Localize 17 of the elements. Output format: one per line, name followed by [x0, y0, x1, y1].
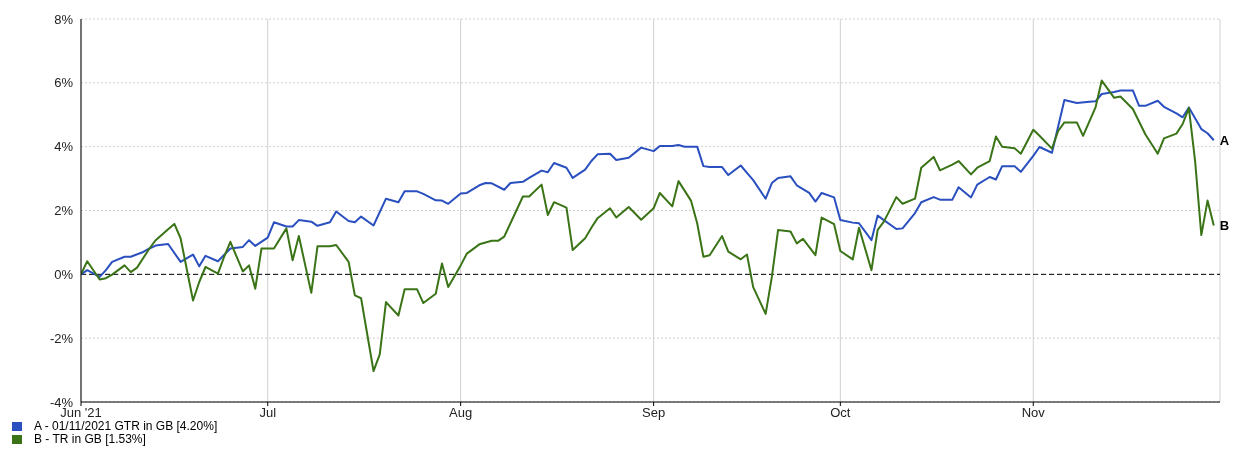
y-tick-label: 8%	[54, 11, 74, 27]
y-tick-label: 4%	[54, 139, 74, 155]
x-tick-label: Oct	[830, 405, 851, 421]
y-tick-label: -2%	[49, 330, 74, 346]
line-series	[81, 89, 1215, 278]
line-series	[81, 79, 1215, 373]
x-tick-label: Aug	[449, 405, 473, 421]
annotation: A	[1219, 132, 1230, 148]
annotation: B	[1219, 218, 1230, 234]
y-tick-label: 6%	[54, 75, 74, 91]
x-tick-label: Sep	[642, 405, 666, 421]
x-tick-label: Jul	[259, 405, 277, 421]
legend-label: B - TR in GB [1.53%]	[34, 432, 146, 446]
y-tick-label: 0%	[54, 266, 74, 282]
legend-label: A - 01/11/2021 GTR in GB [4.20%]	[34, 419, 218, 433]
x-tick-label: Nov	[1021, 405, 1046, 421]
y-tick-label: 2%	[54, 203, 74, 219]
